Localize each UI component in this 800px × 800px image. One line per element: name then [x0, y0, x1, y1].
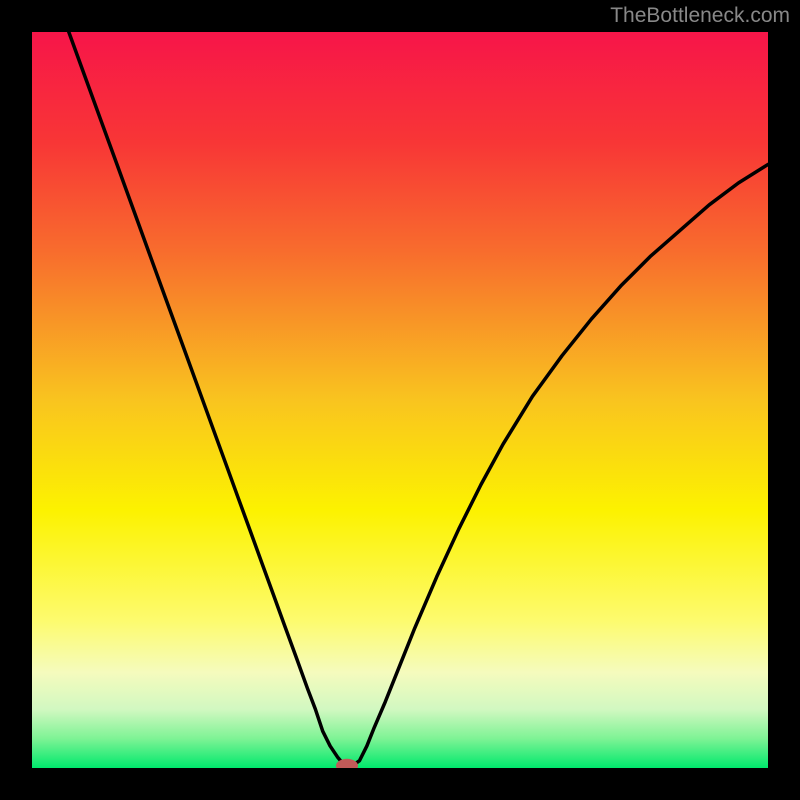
chart-area — [32, 32, 768, 768]
watermark-text: TheBottleneck.com — [610, 4, 790, 28]
chart-background — [32, 32, 768, 768]
chart-svg — [32, 32, 768, 768]
